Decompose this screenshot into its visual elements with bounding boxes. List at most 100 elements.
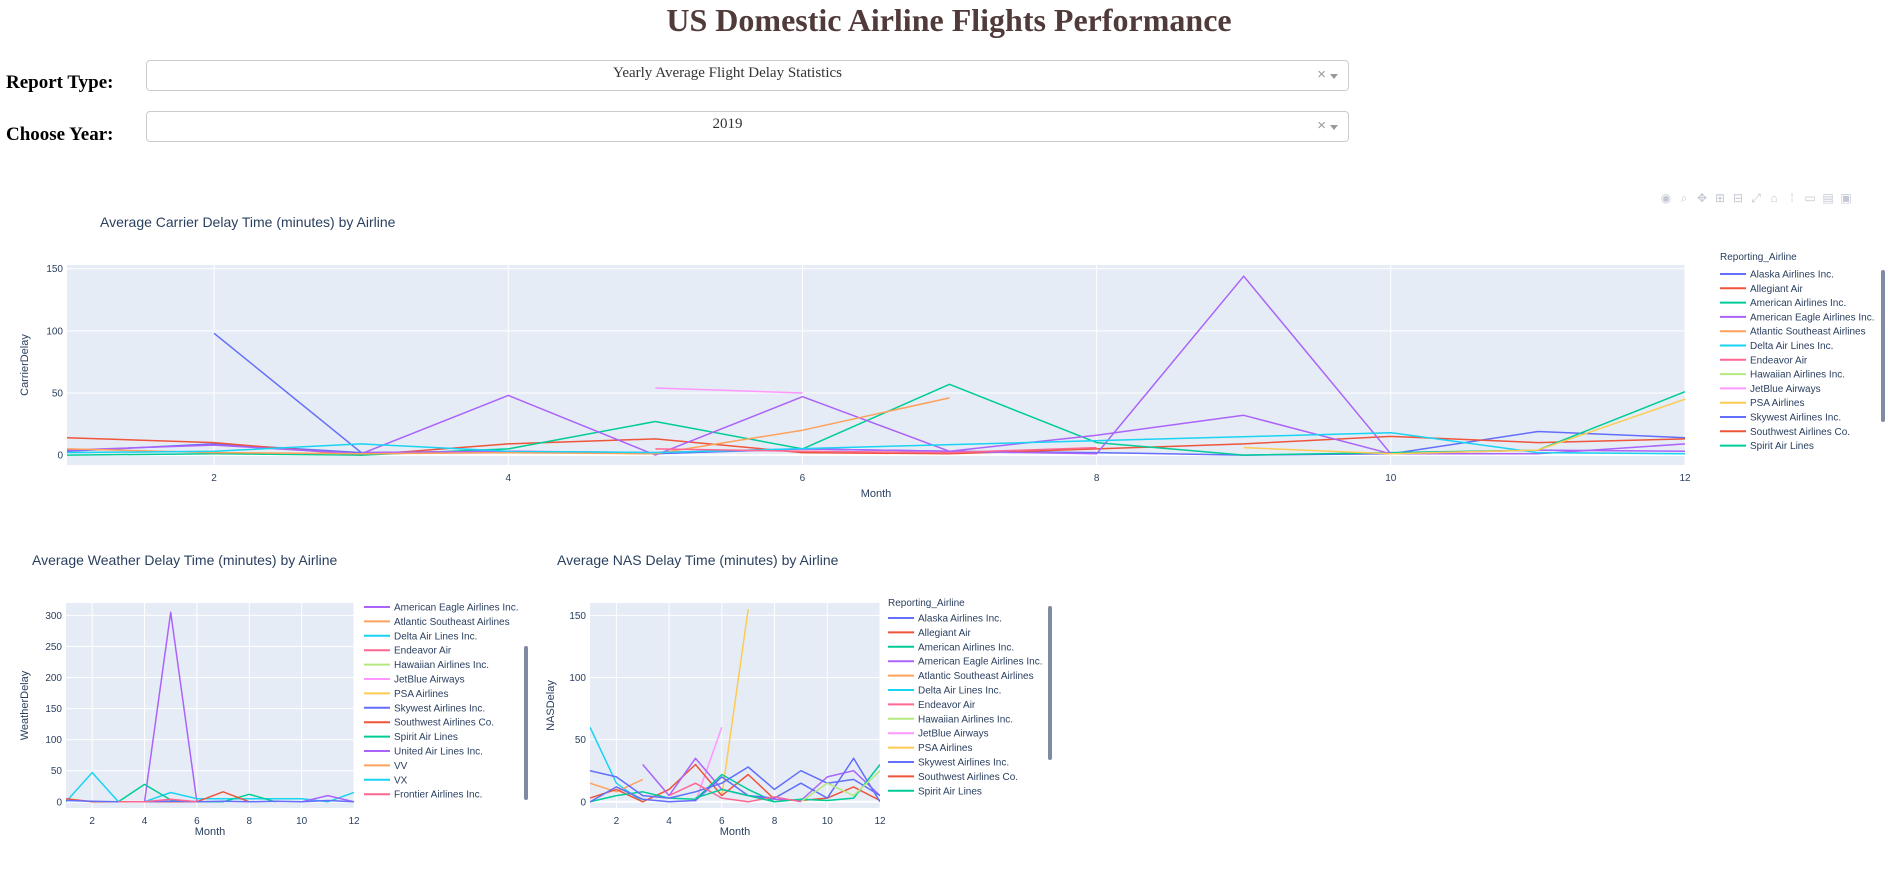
series-line-atlantic-southeast-airlines[interactable] [590,778,644,793]
spike-lines-icon[interactable]: ⁞ [1790,191,1794,205]
camera-icon[interactable]: ◉ [1660,191,1672,205]
x-tick-label: 2 [614,816,620,827]
legend-item-endeavor-air[interactable]: Endeavor Air [918,700,976,711]
legend-item-spirit-air-lines[interactable]: Spirit Air Lines [918,786,982,797]
series-line-spirit-air-lines[interactable] [695,788,775,803]
legend-item-united-air-lines-inc[interactable]: United Air Lines Inc. [394,747,483,758]
x-tick-label: 4 [666,816,672,827]
legend-item-american-eagle-airlines-inc[interactable]: American Eagle Airlines Inc. [394,603,519,614]
legend-item-jetblue-airways[interactable]: JetBlue Airways [918,729,989,740]
y-axis-label: NASDelay [545,680,557,731]
autoscale-icon[interactable]: ⤢ [1751,191,1761,205]
legend-item-allegiant-air[interactable]: Allegiant Air [918,628,971,639]
legend-item-spirit-air-lines[interactable]: Spirit Air Lines [394,732,458,743]
legend-scrollbar[interactable] [1048,606,1052,760]
clear-icon[interactable]: × [1317,117,1326,134]
clear-icon[interactable]: × [1317,66,1326,83]
legend-item-endeavor-air[interactable]: Endeavor Air [394,646,452,657]
x-tick-label: 8 [246,816,252,827]
legend-item-atlantic-southeast-airlines[interactable]: Atlantic Southeast Airlines [918,671,1034,682]
legend-item-american-airlines-inc[interactable]: American Airlines Inc. [1750,298,1846,309]
series-line-spirit-air-lines[interactable] [67,383,1685,456]
legend-item-psa-airlines[interactable]: PSA Airlines [394,689,448,700]
legend-item-hawaiian-airlines-inc[interactable]: Hawaiian Airlines Inc. [394,660,489,671]
series-line-united-air-lines-inc[interactable] [301,794,354,803]
pan-icon[interactable]: ✥ [1696,191,1708,205]
x-tick-label: 10 [822,816,834,827]
zoom-out-icon[interactable]: ⊟ [1732,191,1744,205]
legend-item-delta-air-lines-inc[interactable]: Delta Air Lines Inc. [1750,341,1833,352]
legend-item-jetblue-airways[interactable]: JetBlue Airways [394,675,465,686]
legend-item-american-eagle-airlines-inc[interactable]: American Eagle Airlines Inc. [918,657,1043,668]
legend-item-jetblue-airways[interactable]: JetBlue Airways [1750,384,1821,395]
legend-item-atlantic-southeast-airlines[interactable]: Atlantic Southeast Airlines [1750,327,1866,338]
x-axis-label: Month [720,826,751,838]
series-line-alaska-airlines-inc[interactable] [590,757,880,803]
legend-item-psa-airlines[interactable]: PSA Airlines [918,743,972,754]
series-line-endeavor-air[interactable] [668,782,802,803]
chart-modebar: ◉ ⌕ ✥ ⊞ ⊟ ⤢ ⌂ ⁞ ▭ ▤ ▣ [1660,192,1852,204]
hover-closest-icon[interactable]: ▭ [1804,191,1816,205]
hover-compare-icon[interactable]: ▤ [1822,191,1834,205]
legend-item-alaska-airlines-inc[interactable]: Alaska Airlines Inc. [1750,270,1834,281]
legend-item-atlantic-southeast-airlines[interactable]: Atlantic Southeast Airlines [394,617,510,628]
legend-scrollbar[interactable] [1881,270,1885,422]
legend-item-southwest-airlines-co[interactable]: Southwest Airlines Co. [394,718,494,729]
series-line-hawaiian-airlines-inc[interactable] [800,770,880,803]
legend-item-endeavor-air[interactable]: Endeavor Air [1750,355,1808,366]
y-tick-label: 100 [45,735,62,746]
legend-item-southwest-airlines-co[interactable]: Southwest Airlines Co. [918,772,1018,783]
series-line-endeavor-air[interactable] [118,798,197,803]
chevron-down-icon[interactable] [1330,125,1338,130]
legend-item-vv[interactable]: VV [394,761,408,772]
y-tick-label: 0 [580,797,586,808]
zoom-icon[interactable]: ⌕ [1680,191,1688,205]
x-tick-label: 6 [719,816,725,827]
carrier-delay-chart: Average Carrier Delay Time (minutes) by … [19,214,1885,500]
legend-item-spirit-air-lines[interactable]: Spirit Air Lines [1750,441,1814,452]
legend-item-delta-air-lines-inc[interactable]: Delta Air Lines Inc. [394,631,477,642]
chevron-down-icon[interactable] [1330,74,1338,79]
legend-item-frontier-airlines-inc[interactable]: Frontier Airlines Inc. [394,790,482,801]
x-tick-label: 2 [89,816,95,827]
x-tick-label: 12 [348,816,360,827]
y-tick-label: 200 [45,673,62,684]
legend-scrollbar[interactable] [524,646,528,800]
series-line-endeavor-air[interactable] [655,446,1097,454]
year-label: Choose Year: [6,124,114,145]
legend-item-psa-airlines[interactable]: PSA Airlines [1750,398,1804,409]
plotly-logo-icon[interactable]: ▣ [1840,191,1852,205]
y-tick-label: 150 [46,264,63,275]
legend-item-american-airlines-inc[interactable]: American Airlines Inc. [918,642,1014,653]
plot-area [66,603,354,808]
series-line-jetblue-airways[interactable] [655,387,803,394]
legend-item-vx[interactable]: VX [394,775,408,786]
series-line-skywest-airlines-inc[interactable] [66,799,354,803]
series-line-alaska-airlines-inc[interactable] [213,332,362,454]
report-type-dropdown[interactable]: Yearly Average Flight Delay Statistics × [146,60,1349,91]
legend-item-southwest-airlines-co[interactable]: Southwest Airlines Co. [1750,427,1850,438]
series-line-jetblue-airways[interactable] [694,726,723,803]
series-line-delta-air-lines-inc[interactable] [67,431,1685,455]
y-tick-label: 250 [45,642,62,653]
x-axis-label: Month [861,488,892,500]
y-tick-label: 100 [569,673,586,684]
series-line-atlantic-southeast-airlines[interactable] [67,397,950,455]
series-line-skywest-airlines-inc[interactable] [590,766,880,799]
legend-item-hawaiian-airlines-inc[interactable]: Hawaiian Airlines Inc. [1750,370,1845,381]
legend-item-skywest-airlines-inc[interactable]: Skywest Airlines Inc. [1750,413,1841,424]
legend-item-delta-air-lines-inc[interactable]: Delta Air Lines Inc. [918,686,1001,697]
legend-item-american-eagle-airlines-inc[interactable]: American Eagle Airlines Inc. [1750,312,1875,323]
y-tick-label: 300 [45,611,62,622]
reset-axes-icon[interactable]: ⌂ [1770,191,1778,205]
legend-item-skywest-airlines-inc[interactable]: Skywest Airlines Inc. [394,703,485,714]
series-line-psa-airlines[interactable] [1243,398,1685,455]
series-line-psa-airlines[interactable] [721,609,749,796]
legend-item-hawaiian-airlines-inc[interactable]: Hawaiian Airlines Inc. [918,714,1013,725]
series-line-allegiant-air[interactable] [590,763,880,803]
legend-item-allegiant-air[interactable]: Allegiant Air [1750,284,1803,295]
legend-item-alaska-airlines-inc[interactable]: Alaska Airlines Inc. [918,614,1002,625]
year-dropdown[interactable]: 2019 × [146,111,1349,142]
legend-item-skywest-airlines-inc[interactable]: Skywest Airlines Inc. [918,758,1009,769]
zoom-in-icon[interactable]: ⊞ [1714,191,1726,205]
